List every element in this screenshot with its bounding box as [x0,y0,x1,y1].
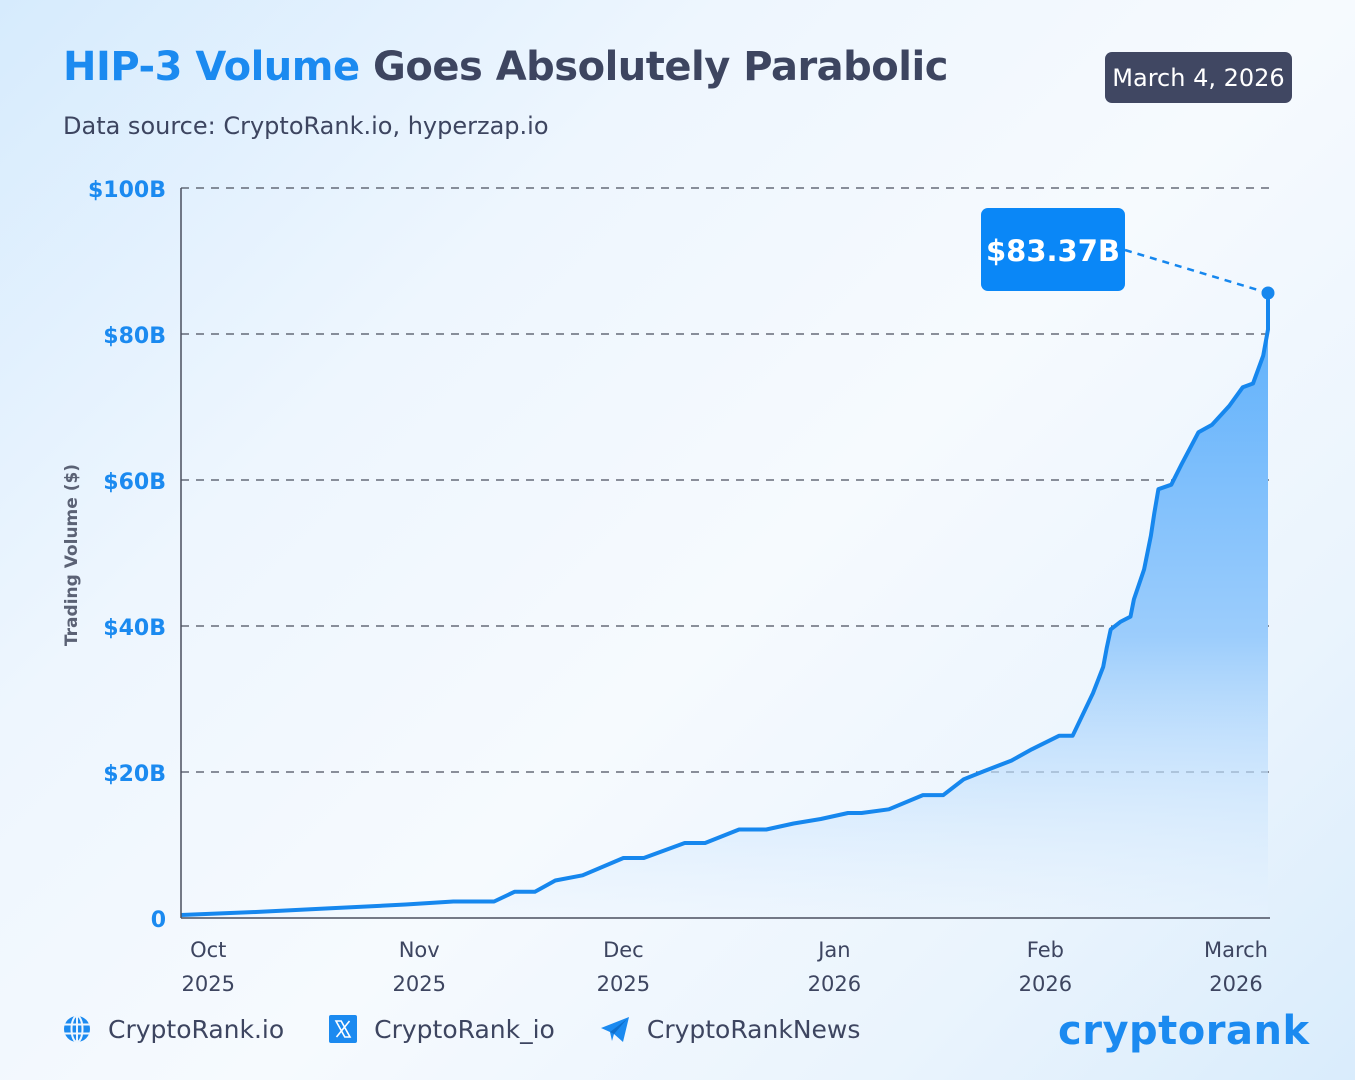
callout-box [981,208,1125,291]
x-tick-year: 2025 [392,972,445,996]
footer: CryptoRank.io CryptoRank_io CryptoRankNe… [62,1014,904,1044]
footer-x-link[interactable]: CryptoRank_io [328,1014,555,1044]
callout-leader-line [1124,248,1269,295]
x-tick-year: 2026 [808,972,861,996]
footer-website-label: CryptoRank.io [108,1014,285,1044]
footer-telegram-link[interactable]: CryptoRankNews [599,1014,861,1044]
x-tick-year: 2026 [1019,972,1072,996]
data-source-subtitle: Data source: CryptoRank.io, hyperzap.io [63,112,549,140]
x-twitter-icon [328,1014,358,1044]
axes [180,188,1270,919]
x-axis-ticks: Oct 2025 Nov 2025 Dec 2025 Jan 2026 Feb 2026 March… [181,938,1267,996]
title-rest: Goes Absolutely Parabolic [373,44,948,90]
y-tick-label: $20B [103,762,166,787]
date-badge: March 4, 2026 [1105,52,1292,103]
y-tick-label: $100B [88,178,166,203]
y-tick-label: 0 [151,908,166,933]
series-line [180,293,1270,917]
x-tick-month: Jan [816,938,850,962]
title-highlight: HIP-3 Volume [63,44,360,90]
telegram-icon [599,1014,631,1044]
y-tick-label: $80B [103,324,166,349]
x-tick-month: Nov [399,938,440,962]
y-axis-ticks: 0 $20B $40B $60B $80B $100B [88,178,166,933]
footer-website-link[interactable]: CryptoRank.io [62,1014,284,1044]
callout-value: $83.37B [986,234,1120,268]
footer-telegram-label: CryptoRankNews [646,1014,861,1044]
x-tick-month: March [1204,938,1268,962]
x-tick-month: Oct [190,938,226,962]
y-axis-title: Trading Volume ($) [62,464,82,646]
x-tick-year: 2025 [597,972,650,996]
y-tick-label: $40B [103,616,166,641]
grid-lines [181,187,1270,773]
x-tick-month: Feb [1027,938,1064,962]
x-tick-year: 2025 [181,972,234,996]
last-value-callout: $83.37B [981,208,1275,300]
globe-icon [62,1014,92,1044]
cryptorank-logo: cryptorank [1058,1008,1310,1054]
page-title: HIP-3 Volume Goes Absolutely Parabolic [63,44,948,90]
y-tick-label: $60B [103,470,166,495]
x-tick-year: 2026 [1209,972,1262,996]
area-fill [181,293,1268,918]
x-tick-month: Dec [603,938,644,962]
footer-x-label: CryptoRank_io [374,1014,555,1044]
